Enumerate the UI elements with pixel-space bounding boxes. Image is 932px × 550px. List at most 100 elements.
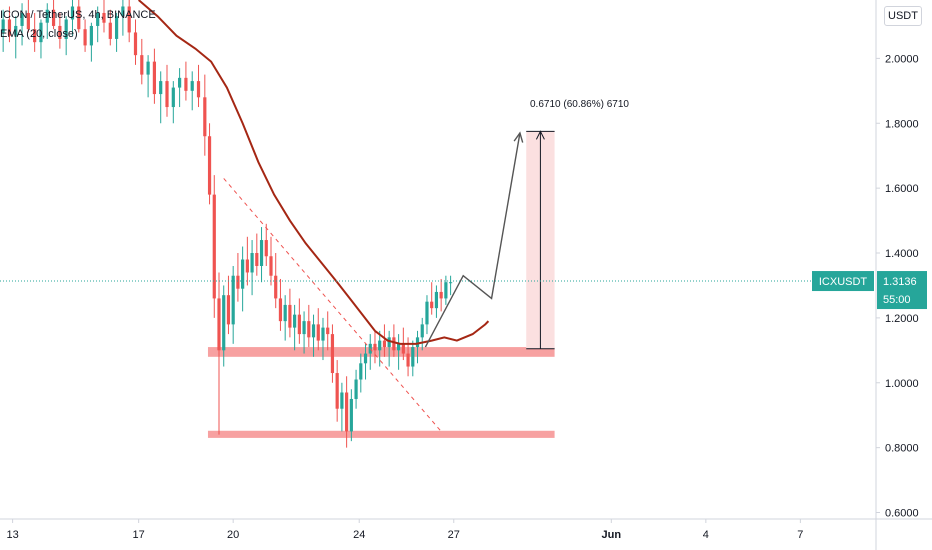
price-axis[interactable]: 2.0000 1.8000 1.6000 1.4000 1.2000 1.0000 0.80… <box>876 53 919 520</box>
candle-body <box>231 275 235 325</box>
candle <box>171 81 175 124</box>
candle <box>255 233 259 276</box>
candle-body <box>392 337 396 351</box>
candle <box>444 275 448 305</box>
candle-body <box>449 282 453 284</box>
zones-layer <box>207 347 555 438</box>
candle <box>259 227 264 283</box>
candle-body <box>302 321 306 335</box>
candle <box>159 71 163 124</box>
candle-body <box>20 12 24 26</box>
candle-body <box>340 392 344 409</box>
time-tick-label: 13 <box>6 529 18 541</box>
candle <box>178 68 182 108</box>
candle-body <box>196 81 201 98</box>
candle-body <box>415 337 420 348</box>
candle <box>397 334 401 370</box>
candle <box>439 278 443 312</box>
candle <box>165 64 169 117</box>
candle <box>207 123 212 205</box>
candle-body <box>89 25 93 46</box>
price-tick-label: 2.0000 <box>885 53 919 65</box>
target-layer <box>526 130 555 350</box>
candle <box>241 246 245 312</box>
candle <box>231 265 235 344</box>
support-zone-2 <box>207 430 555 438</box>
candle-body <box>222 295 226 351</box>
candle <box>264 223 268 266</box>
candle-body <box>241 259 245 289</box>
candle-body <box>363 353 368 364</box>
candle-body <box>108 22 112 39</box>
candle <box>415 330 420 364</box>
candle-body <box>349 398 353 432</box>
downtrend-line <box>223 178 442 432</box>
candle-body <box>397 343 401 351</box>
candle-body <box>293 314 297 328</box>
candle <box>288 288 292 338</box>
candle <box>420 317 424 351</box>
candle <box>311 314 316 357</box>
candle <box>326 311 330 351</box>
price-tick-label: 0.8000 <box>885 443 919 455</box>
candle <box>217 272 221 435</box>
candle-body <box>51 9 56 26</box>
candle <box>392 324 396 357</box>
candle <box>307 304 311 348</box>
candle <box>340 382 344 432</box>
candle <box>70 0 75 36</box>
price-badge-box <box>877 271 927 310</box>
candle <box>411 340 415 377</box>
price-tick-label: 1.4000 <box>885 248 919 260</box>
candle-body <box>326 327 330 335</box>
price-tick-label: 0.6000 <box>885 508 919 520</box>
candle-body <box>359 363 363 380</box>
candle <box>378 330 382 367</box>
candle-body <box>283 304 287 322</box>
ema-layer <box>137 0 490 345</box>
indicator-label[interactable]: EMA (20, close) <box>0 28 78 40</box>
candle <box>212 175 216 318</box>
candle-body <box>70 6 75 20</box>
time-tick-label: 27 <box>448 529 460 541</box>
price-tick-label: 1.8000 <box>885 118 919 130</box>
ema-line <box>137 0 490 345</box>
candle <box>297 298 301 344</box>
candle-body <box>140 55 144 75</box>
candle <box>152 48 157 104</box>
target-arrow-head <box>535 130 545 140</box>
candle-body <box>236 275 240 289</box>
time-tick-label: 24 <box>353 529 365 541</box>
candle-body <box>184 77 188 91</box>
candle <box>184 61 188 101</box>
candle <box>140 38 144 85</box>
candle-body <box>401 343 405 354</box>
candle-body <box>39 22 43 43</box>
candle-body <box>203 97 207 137</box>
time-axis[interactable]: 13 17 20 24 27 Jun 4 7 <box>6 519 803 541</box>
price-badge: ICXUSDT 1.3136 55:00 <box>812 271 927 310</box>
candle <box>236 253 240 302</box>
candle <box>133 19 138 65</box>
candle <box>449 275 453 296</box>
candle <box>302 311 306 354</box>
candle-body <box>330 334 335 374</box>
time-tick-label: Jun <box>602 529 622 541</box>
candle-body <box>373 343 377 351</box>
candle-body <box>264 240 268 257</box>
candle-body <box>58 25 62 39</box>
candle-body <box>212 194 216 299</box>
candle-body <box>321 327 325 341</box>
candle <box>430 282 434 315</box>
candle <box>45 3 49 39</box>
candle-body <box>121 6 125 17</box>
candle <box>33 12 37 52</box>
currency-button[interactable]: USDT <box>884 6 922 26</box>
candle-body <box>83 29 87 46</box>
projection-path <box>424 132 521 348</box>
candle-body <box>152 61 157 95</box>
candle <box>434 285 439 318</box>
candle-body <box>146 61 150 75</box>
